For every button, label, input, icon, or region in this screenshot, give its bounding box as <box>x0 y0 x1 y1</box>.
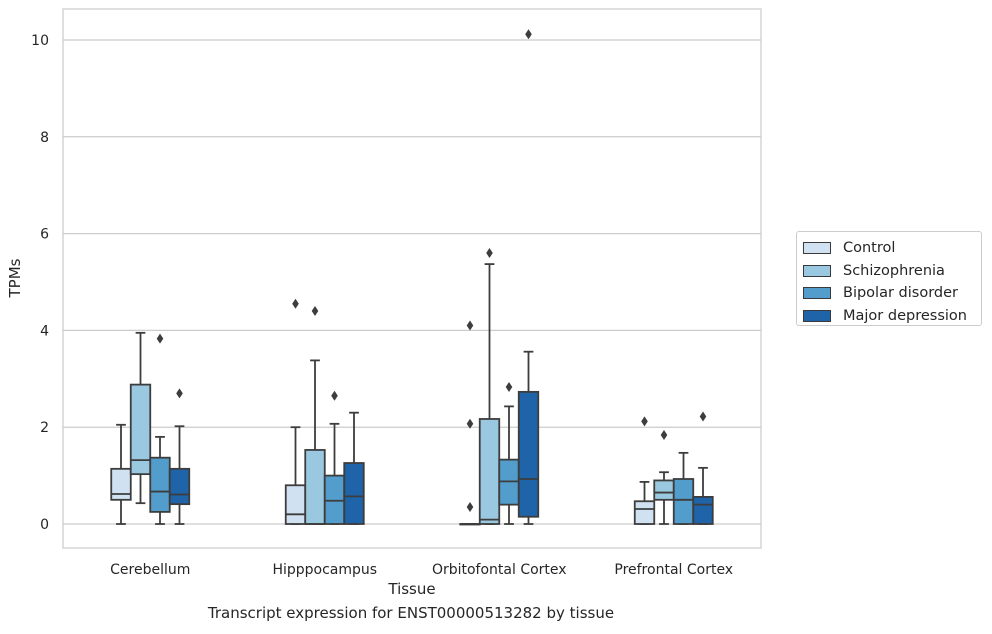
box-schizophrenia <box>304 306 326 525</box>
iqr-box <box>343 462 365 525</box>
iqr-box <box>653 479 675 501</box>
box-major-depression <box>343 411 365 525</box>
x-tick-label: Orbitofontal Cortex <box>432 562 567 578</box>
y-tick-label: 8 <box>40 130 49 146</box>
legend-swatch <box>803 309 831 322</box>
outlier-point <box>699 411 707 422</box>
figure-caption: Transcript expression for ENST0000051328… <box>207 604 615 622</box>
iqr-box <box>304 449 326 525</box>
outlier-point <box>311 306 319 317</box>
iqr-box <box>110 467 132 501</box>
x-tick-label: Prefrontal Cortex <box>614 562 733 578</box>
x-axis-label: Tissue <box>387 580 435 598</box>
iqr-box <box>129 383 152 476</box>
box-bipolar-disorder <box>323 390 346 525</box>
outlier-point <box>525 29 532 40</box>
y-tick-label: 4 <box>40 323 49 339</box>
box-bipolar-disorder <box>149 333 171 525</box>
x-tick-labels: Cerebellum Hipppocampus Orbitofontal Corte… <box>110 562 733 578</box>
legend-swatch <box>803 242 831 255</box>
iqr-box <box>168 467 191 506</box>
legend-item: Control <box>803 237 981 260</box>
outlier-point <box>660 429 668 440</box>
x-tick-label: Hipppocampus <box>272 562 377 578</box>
box-control <box>459 320 481 526</box>
outlier-point <box>466 502 474 513</box>
outlier-point <box>466 418 474 429</box>
y-tick-label: 10 <box>31 33 49 49</box>
iqr-box <box>517 390 540 518</box>
box-bipolar-disorder <box>498 382 520 525</box>
iqr-box <box>692 495 714 525</box>
box-schizophrenia <box>478 247 501 525</box>
iqr-box <box>672 478 695 525</box>
iqr-box <box>633 500 656 525</box>
legend-label: Major depression <box>843 307 967 324</box>
legend-swatch <box>803 264 831 277</box>
box-bipolar-disorder <box>672 451 695 525</box>
outlier-point <box>176 388 183 399</box>
iqr-box <box>478 418 501 525</box>
iqr-box <box>284 484 307 525</box>
boxes <box>110 29 714 526</box>
legend-label: Bipolar disorder <box>843 285 958 302</box>
y-tick-label: 2 <box>40 420 49 436</box>
outlier-point <box>156 333 164 344</box>
y-tick-labels: 0 2 4 6 8 10 <box>31 33 49 533</box>
outlier-point <box>486 247 493 258</box>
box-control <box>633 416 656 525</box>
outlier-point <box>466 320 474 331</box>
iqr-box <box>323 474 346 525</box>
legend-item: Schizophrenia <box>803 260 981 283</box>
box-major-depression <box>517 29 540 525</box>
legend-swatch <box>803 287 831 300</box>
legend: Control Schizophrenia Bipolar disorder Majo… <box>796 231 982 326</box>
legend-label: Schizophrenia <box>843 262 945 279</box>
outlier-point <box>505 382 513 393</box>
y-tick-label: 6 <box>40 227 49 243</box>
y-tick-label: 0 <box>40 517 49 533</box>
box-major-depression <box>692 411 714 525</box>
x-tick-label: Cerebellum <box>110 562 190 578</box>
outlier-point <box>292 298 299 309</box>
outlier-point <box>331 390 338 401</box>
box-control <box>110 423 132 525</box>
gridlines <box>63 39 761 525</box>
box-schizophrenia <box>129 331 152 505</box>
y-axis-label: TPMs <box>6 258 24 298</box>
box-control <box>284 298 307 525</box>
legend-label: Control <box>843 240 896 257</box>
outlier-point <box>641 416 648 427</box>
iqr-box <box>149 456 171 513</box>
plot-frame <box>62 8 762 549</box>
box-schizophrenia <box>653 429 675 525</box>
legend-item: Major depression <box>803 305 981 328</box>
box-major-depression <box>168 388 191 525</box>
legend-item: Bipolar disorder <box>803 282 981 305</box>
